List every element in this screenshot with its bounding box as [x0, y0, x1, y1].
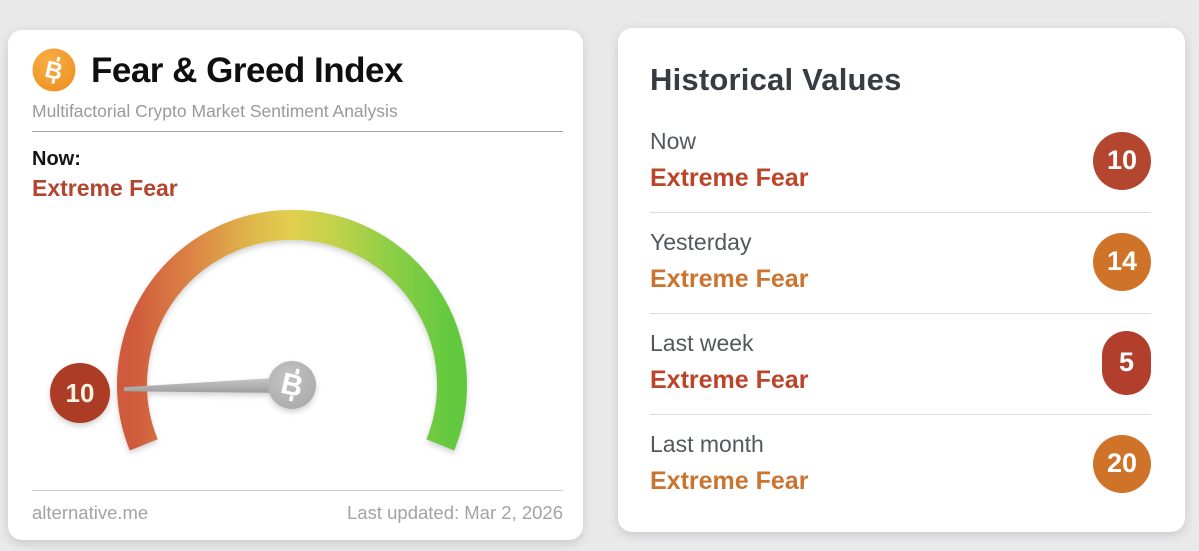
svg-text:B: B: [42, 56, 65, 86]
score-badge: 14: [1093, 232, 1151, 291]
fear-greed-gauge: B 10: [50, 209, 467, 451]
period-label: Now: [650, 128, 697, 154]
fear-greed-card: B 10 B Fe: [8, 30, 583, 540]
gauge-arc: [117, 209, 467, 451]
gauge-card-footer: alternative.me Last updated: Mar 2, 2026: [32, 490, 563, 524]
row-texts: Last week Extreme Fear: [650, 330, 808, 395]
page-title: Fear & Greed Index: [91, 50, 403, 90]
gauge-hub: [268, 361, 316, 409]
historical-values-card: Historical Values Now Extreme Fear 10 Ye…: [618, 28, 1185, 532]
gauge-needle: [124, 377, 292, 393]
row-texts: Last month Extreme Fear: [650, 431, 808, 496]
historical-values-title: Historical Values: [650, 62, 902, 97]
row-texts: Yesterday Extreme Fear: [650, 229, 808, 294]
history-row-last-month: Last month Extreme Fear 20: [650, 414, 1151, 515]
period-label: Last week: [650, 330, 754, 356]
sentiment-value: Extreme Fear: [650, 265, 809, 293]
history-row-last-week: Last week Extreme Fear 5: [650, 313, 1151, 414]
history-row-now: Now Extreme Fear 10: [650, 112, 1151, 212]
history-row-yesterday: Yesterday Extreme Fear 14: [650, 212, 1151, 313]
period-label: Yesterday: [650, 229, 752, 255]
score-badge: 20: [1093, 434, 1151, 493]
now-label: Now:: [32, 148, 81, 170]
gauge-value-label: 10: [66, 378, 95, 408]
sentiment-value: Extreme Fear: [650, 366, 809, 394]
alternative-me-link[interactable]: alternative.me: [32, 502, 149, 523]
gauge-card-header: B Fear & Greed Index Multifactorial Cryp…: [8, 30, 583, 204]
score-badge: 10: [1093, 131, 1151, 190]
row-texts: Now Extreme Fear: [650, 128, 808, 193]
sentiment-value: Extreme Fear: [650, 467, 809, 495]
period-label: Last month: [650, 431, 764, 457]
now-sentiment: Extreme Fear: [32, 175, 178, 201]
brand-row: B Fear & Greed Index: [32, 48, 563, 92]
header-divider: [32, 131, 563, 132]
subtitle: Multifactorial Crypto Market Sentiment A…: [32, 101, 398, 121]
last-updated-text: Last updated: Mar 2, 2026: [347, 502, 563, 523]
bitcoin-icon: B: [32, 48, 76, 92]
score-badge: 5: [1102, 330, 1151, 395]
sentiment-value: Extreme Fear: [650, 164, 809, 192]
gauge-value-badge: [50, 363, 110, 423]
